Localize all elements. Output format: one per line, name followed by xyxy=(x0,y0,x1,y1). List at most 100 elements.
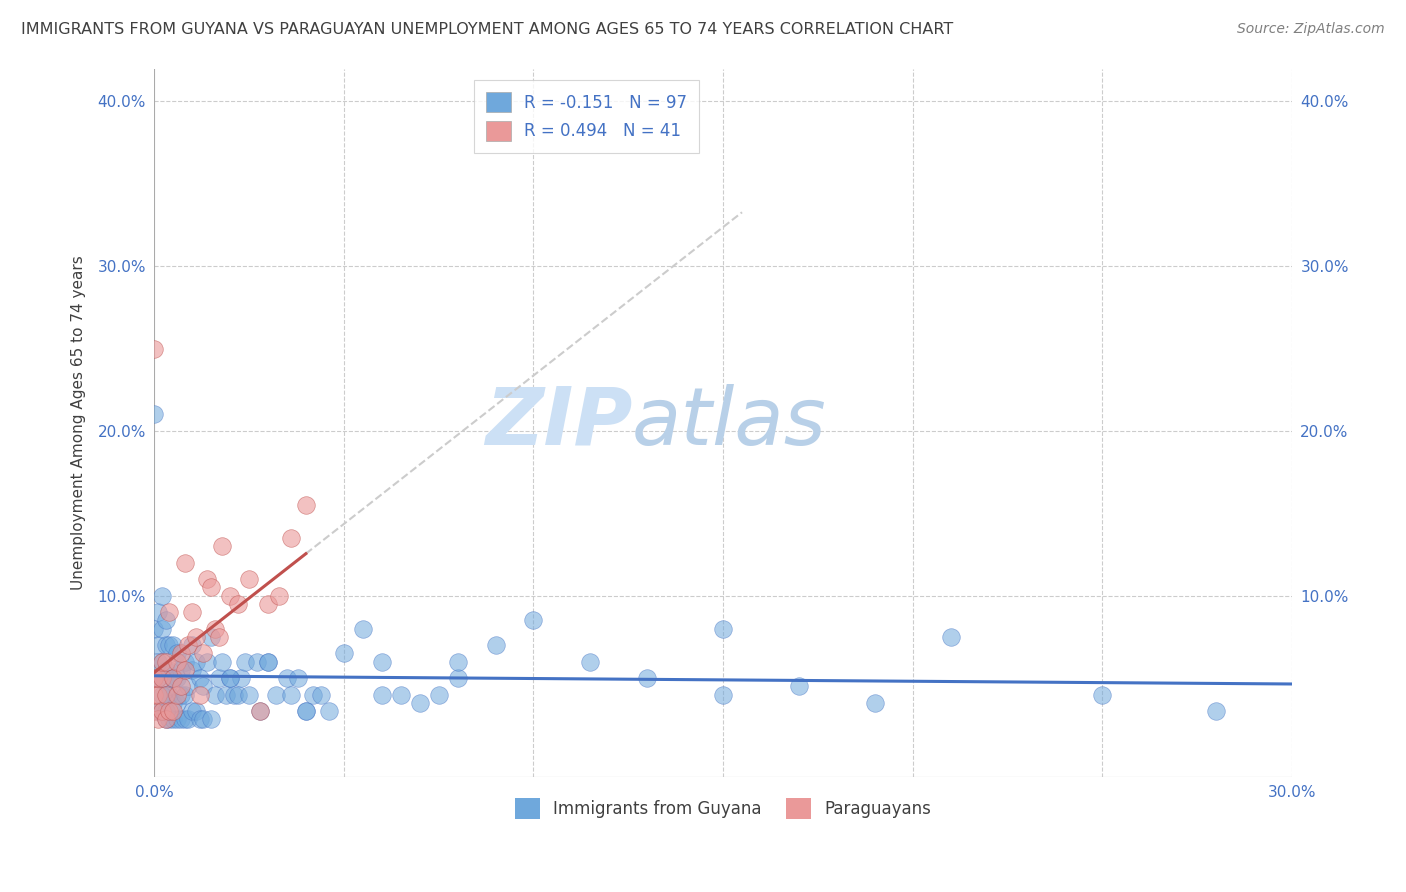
Point xyxy=(269,589,291,603)
Text: IMMIGRANTS FROM GUYANA VS PARAGUAYAN UNEMPLOYMENT AMONG AGES 65 TO 74 YEARS CORR: IMMIGRANTS FROM GUYANA VS PARAGUAYAN UNE… xyxy=(21,22,953,37)
Legend: Immigrants from Guyana, Paraguayans: Immigrants from Guyana, Paraguayans xyxy=(508,791,938,825)
Point xyxy=(208,671,231,685)
Point xyxy=(170,646,193,660)
Point xyxy=(166,655,188,669)
Point xyxy=(143,688,166,702)
Point xyxy=(162,638,184,652)
Point xyxy=(150,688,173,702)
Point xyxy=(195,572,218,586)
Point xyxy=(150,671,173,685)
Point xyxy=(939,630,962,644)
Point xyxy=(200,712,222,726)
Point xyxy=(143,671,166,685)
Point xyxy=(1205,704,1227,718)
Point xyxy=(446,655,468,669)
Point xyxy=(170,679,193,693)
Point xyxy=(371,655,394,669)
Point xyxy=(150,622,173,636)
Point xyxy=(200,630,222,644)
Point xyxy=(155,638,177,652)
Text: atlas: atlas xyxy=(633,384,827,462)
Point xyxy=(208,630,231,644)
Point xyxy=(636,671,658,685)
Point xyxy=(280,688,302,702)
Point xyxy=(226,688,249,702)
Point xyxy=(276,671,298,685)
Point xyxy=(155,655,177,669)
Point xyxy=(204,688,226,702)
Point xyxy=(155,688,177,702)
Point xyxy=(146,655,169,669)
Point xyxy=(249,704,271,718)
Point xyxy=(318,704,340,718)
Point xyxy=(280,531,302,545)
Point xyxy=(408,696,430,710)
Point xyxy=(150,655,173,669)
Point xyxy=(219,671,242,685)
Point xyxy=(177,679,200,693)
Point xyxy=(173,688,195,702)
Point xyxy=(143,342,166,356)
Point xyxy=(155,712,177,726)
Point xyxy=(219,671,242,685)
Point xyxy=(157,712,180,726)
Point xyxy=(162,671,184,685)
Point xyxy=(173,556,195,570)
Point xyxy=(295,704,318,718)
Point xyxy=(257,655,280,669)
Point xyxy=(193,712,215,726)
Point xyxy=(222,688,245,702)
Point xyxy=(1091,688,1114,702)
Point xyxy=(238,688,260,702)
Point xyxy=(302,688,325,702)
Point xyxy=(200,581,222,595)
Point xyxy=(257,597,280,611)
Point xyxy=(155,712,177,726)
Point xyxy=(181,704,204,718)
Point xyxy=(157,605,180,619)
Point xyxy=(146,638,169,652)
Point xyxy=(711,622,734,636)
Point xyxy=(264,688,287,702)
Point xyxy=(143,622,166,636)
Point xyxy=(181,663,204,677)
Point xyxy=(166,688,188,702)
Point xyxy=(150,655,173,669)
Point xyxy=(157,638,180,652)
Point xyxy=(150,704,173,718)
Point xyxy=(249,704,271,718)
Point xyxy=(204,622,226,636)
Point xyxy=(157,688,180,702)
Text: ZIP: ZIP xyxy=(485,384,633,462)
Point xyxy=(257,655,280,669)
Point xyxy=(484,638,506,652)
Point xyxy=(181,605,204,619)
Point xyxy=(173,663,195,677)
Point xyxy=(155,704,177,718)
Point xyxy=(146,712,169,726)
Point xyxy=(146,688,169,702)
Point xyxy=(188,671,211,685)
Point xyxy=(150,704,173,718)
Point xyxy=(155,613,177,627)
Point xyxy=(143,704,166,718)
Point xyxy=(162,712,184,726)
Point xyxy=(155,688,177,702)
Point xyxy=(184,630,207,644)
Point xyxy=(157,704,180,718)
Point xyxy=(371,688,394,702)
Point xyxy=(170,712,193,726)
Point xyxy=(162,671,184,685)
Point xyxy=(711,688,734,702)
Point xyxy=(188,712,211,726)
Point xyxy=(233,655,256,669)
Point xyxy=(295,498,318,512)
Point xyxy=(352,622,374,636)
Point xyxy=(193,679,215,693)
Point xyxy=(150,671,173,685)
Point xyxy=(188,688,211,702)
Point xyxy=(245,655,267,669)
Point xyxy=(162,696,184,710)
Point xyxy=(170,663,193,677)
Point xyxy=(181,638,204,652)
